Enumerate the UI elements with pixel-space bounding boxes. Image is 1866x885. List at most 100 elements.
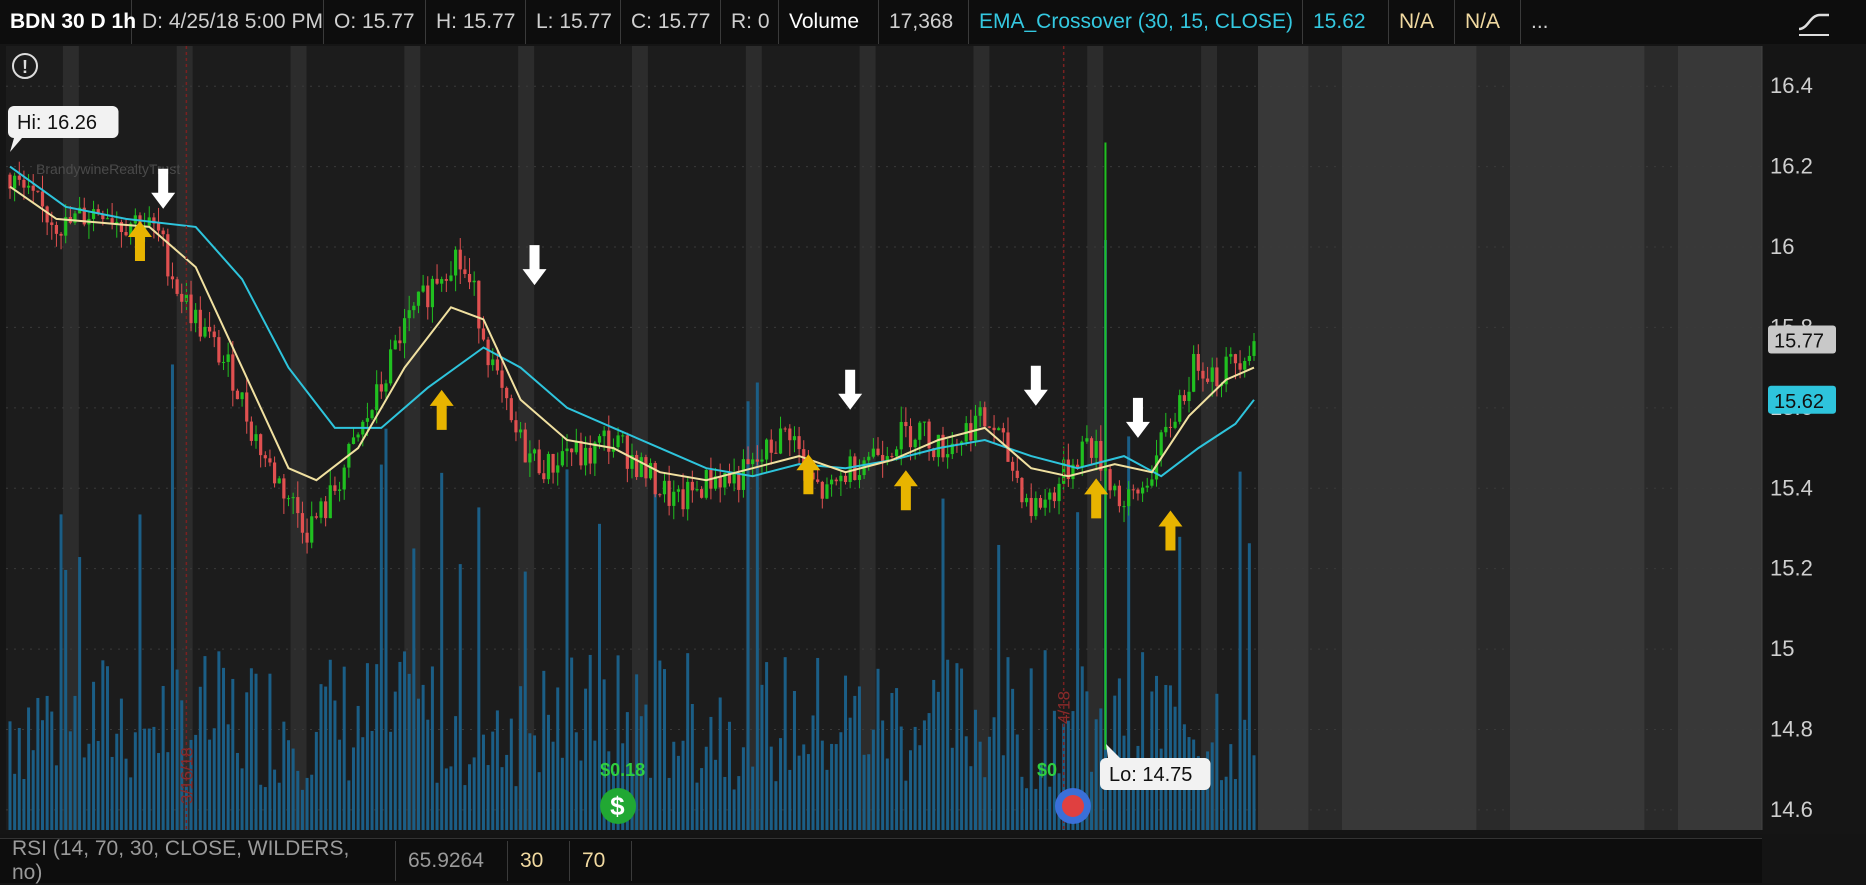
candle-body — [444, 279, 448, 281]
volume-bar — [491, 731, 495, 830]
candle-body — [235, 390, 240, 400]
candle-body — [973, 415, 978, 441]
volume-bar — [746, 401, 750, 830]
chart-svg[interactable]: 16.416.21615.815.615.415.21514.814.6Bran… — [0, 44, 1866, 834]
volume-bar — [379, 464, 383, 830]
candle-body — [1127, 489, 1131, 507]
candle-body — [486, 339, 490, 366]
symbol-label[interactable]: BDN 30 D 1h — [0, 0, 136, 44]
candle-body — [690, 481, 694, 491]
candle-body — [421, 285, 425, 292]
date-marker-label: 3/16/18 — [177, 747, 196, 804]
volume-bar — [1206, 751, 1210, 830]
volume-bar — [314, 731, 318, 830]
sell-arrow-icon — [151, 168, 176, 209]
candle-body — [746, 459, 750, 465]
volume-bar — [416, 698, 420, 830]
study-header: BDN 30 D 1h D: 4/25/18 5:00 PM O: 15.77 … — [0, 0, 1762, 45]
volume-bar — [231, 678, 235, 830]
candle-body — [653, 463, 657, 495]
rsi-value: 65.9264 — [396, 841, 508, 881]
volume-bar — [1062, 723, 1066, 830]
candle-body — [472, 280, 476, 283]
study-na-1: N/A — [1389, 0, 1455, 44]
candle-body — [1150, 479, 1154, 486]
volume-bar — [1164, 684, 1168, 830]
rsi-study-name[interactable]: RSI (14, 70, 30, CLOSE, WILDERS, no) — [0, 837, 396, 884]
volume-bar — [616, 655, 620, 830]
candle-body — [1052, 492, 1057, 502]
candle-body — [1215, 367, 1219, 387]
volume-bar — [1229, 744, 1233, 830]
volume-bar — [890, 692, 894, 830]
volume-bar — [1043, 650, 1047, 830]
candle-body — [1205, 378, 1210, 382]
candle-body — [1034, 498, 1038, 517]
candle-body — [398, 340, 402, 344]
volume-bar — [830, 743, 834, 830]
candle-body — [1164, 426, 1168, 433]
candle-body — [198, 309, 202, 337]
candle-body — [263, 455, 267, 459]
candle-body — [765, 439, 769, 460]
candle-body — [101, 213, 105, 220]
volume-bar — [161, 685, 165, 830]
volume-bar — [27, 707, 31, 830]
candle-body — [672, 491, 676, 506]
candle-body — [820, 481, 824, 499]
volume-bar — [987, 736, 991, 830]
volume-bar — [101, 660, 105, 830]
candle-body — [927, 421, 931, 449]
volume-bar — [328, 659, 332, 830]
candle-body — [788, 428, 792, 441]
volume-bar — [1117, 678, 1121, 830]
volume-bar — [788, 769, 792, 830]
volume-bar — [881, 720, 885, 830]
chart-style-icon — [1798, 13, 1829, 36]
candle-body — [992, 427, 996, 431]
volume-bar — [477, 507, 481, 830]
candle-body — [704, 469, 708, 498]
volume-bar — [1052, 710, 1056, 830]
chart-style-button[interactable] — [1762, 0, 1866, 44]
more-button[interactable]: ... — [1531, 10, 1549, 33]
day-shade — [632, 46, 648, 830]
volume-bar — [509, 718, 513, 830]
candle-body — [1071, 464, 1075, 480]
candle-body — [152, 217, 156, 224]
candle-body — [867, 456, 871, 461]
volume-bar — [1238, 471, 1242, 830]
candle-body — [602, 430, 606, 437]
candle-body — [45, 206, 49, 223]
candle-body — [1076, 464, 1080, 468]
volume-bar — [82, 757, 86, 830]
volume-bar — [240, 768, 244, 830]
volume-bar — [430, 666, 434, 830]
volume-bar — [588, 654, 592, 830]
volume-bar — [444, 768, 448, 830]
candle-body — [1159, 432, 1163, 456]
volume-bar — [78, 557, 82, 830]
volume-bar — [899, 726, 903, 830]
volume-bar — [138, 514, 142, 830]
volume-value: 17,368 — [879, 0, 969, 44]
volume-bar — [765, 662, 769, 830]
volume-bar — [723, 776, 727, 830]
candle-body — [769, 439, 773, 453]
candle-body — [342, 467, 346, 490]
volume-bar — [718, 697, 722, 830]
candle-body — [1043, 499, 1047, 508]
candle-body — [950, 443, 954, 455]
volume-bar — [932, 679, 936, 830]
volume-bar — [862, 754, 866, 830]
candle-body — [40, 191, 45, 207]
candle-body — [1224, 356, 1228, 385]
volume-bar — [584, 688, 588, 830]
study-name[interactable]: EMA_Crossover (30, 15, CLOSE) — [969, 0, 1303, 44]
price-chart[interactable]: 16.416.21615.815.615.415.21514.814.6Bran… — [0, 44, 1866, 834]
volume-bar — [324, 686, 328, 830]
day-shade — [1087, 46, 1104, 830]
volume-bar — [639, 716, 643, 830]
volume-bar — [969, 766, 973, 830]
candle-body — [695, 489, 699, 491]
